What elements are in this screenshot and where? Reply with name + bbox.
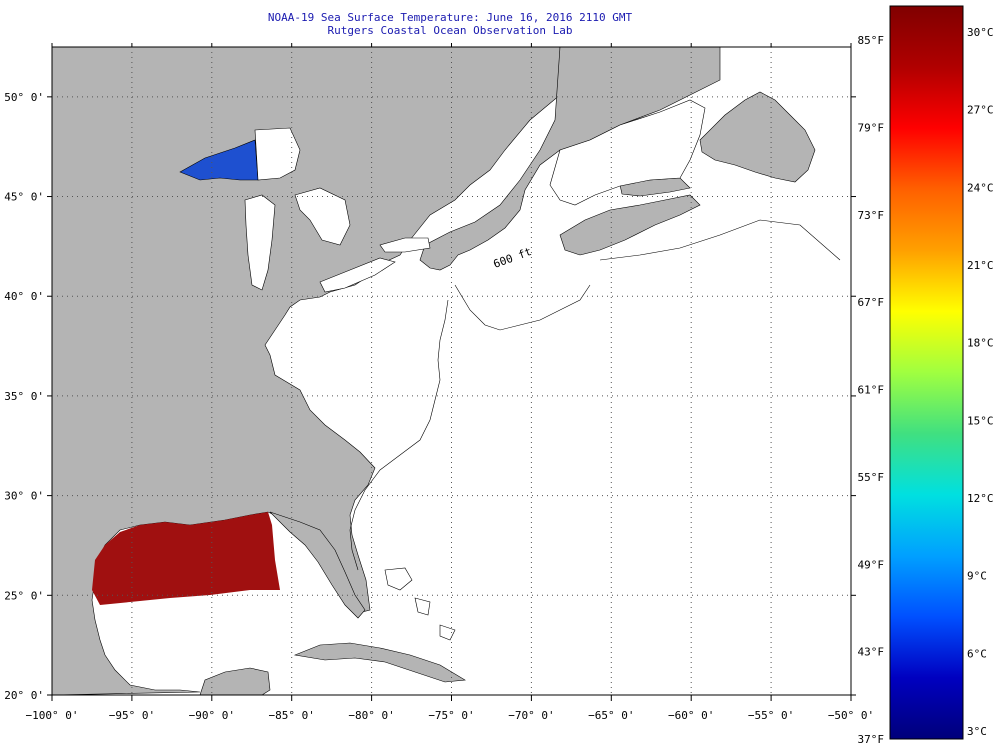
lat-tick-label: 30° 0' [4,490,44,503]
fahrenheit-label: 49°F [858,558,885,571]
land-nova-scotia [559,194,701,256]
lat-tick-label: 25° 0' [4,589,44,602]
land-yucatan [199,667,271,695]
lat-tick-label: 35° 0' [4,390,44,403]
celsius-label: 3°C [967,725,987,738]
lat-tick-label: 45° 0' [4,191,44,204]
lon-tick-label: −65° 0' [588,709,634,722]
lake-michigan [244,194,276,291]
lon-tick-label: −90° 0' [189,709,235,722]
celsius-label: 21°C [967,259,994,272]
celsius-label: 30°C [967,26,994,39]
lon-tick-label: −70° 0' [508,709,554,722]
graticule [52,47,851,695]
map-title: NOAA-19 Sea Surface Temperature: June 16… [267,11,633,24]
lake-superior-east [254,127,301,181]
land-newfoundland [699,91,816,183]
lon-tick-label: −85° 0' [269,709,315,722]
lon-tick-label: −55° 0' [748,709,794,722]
celsius-label: 27°C [967,104,994,117]
color-scale-bar [889,5,964,740]
fahrenheit-label: 85°F [858,34,885,47]
fahrenheit-label: 55°F [858,471,885,484]
land-cuba [293,642,466,683]
celsius-label: 24°C [967,181,994,194]
celsius-labels: 30°C 27°C 24°C 21°C 18°C 15°C 12°C 9°C 6°C 3°C [967,26,994,738]
lake-erie [319,257,396,293]
lat-tick-label: 20° 0' [4,689,44,702]
fahrenheit-label: 79°F [858,121,885,134]
land-maritimes [419,47,721,271]
shelf-contour [349,219,841,571]
fahrenheit-label: 43°F [858,646,885,659]
fahrenheit-labels: 85°F 79°F 73°F 67°F 61°F 55°F 49°F 43°F 37°F [858,34,885,746]
celsius-label: 15°C [967,414,994,427]
lon-tick-label: −60° 0' [668,709,714,722]
lon-tick-label: −50° 0' [828,709,874,722]
axis-ticks [47,43,856,701]
lat-tick-label: 40° 0' [4,290,44,303]
celsius-label: 18°C [967,337,994,350]
lon-tick-label: −95° 0' [109,709,155,722]
land-florida [269,511,366,619]
fahrenheit-label: 73°F [858,209,885,222]
map-subtitle: Rutgers Coastal Ocean Observation Lab [327,24,573,37]
gulf-st-lawrence [549,99,706,206]
lake-huron [294,187,351,246]
celsius-label: 6°C [967,647,987,660]
lon-tick-label: −100° 0' [26,709,79,722]
longitude-labels: −100° 0' −95° 0' −90° 0' −85° 0' −80° 0' −75°… [26,709,875,722]
lon-tick-label: −75° 0' [428,709,474,722]
fahrenheit-label: 61°F [858,384,885,397]
lon-tick-label: −80° 0' [348,709,394,722]
gulf-warm-sst [92,512,280,605]
lake-ontario [379,237,431,253]
fahrenheit-label: 67°F [858,296,885,309]
latitude-labels: 20° 0' 25° 0' 30° 0' 35° 0' 40° 0' 45° 0' 50° … [4,91,44,702]
celsius-label: 9°C [967,570,987,583]
fahrenheit-label: 37°F [858,733,885,746]
celsius-label: 12°C [967,492,994,505]
lat-tick-label: 50° 0' [4,91,44,104]
map-layers [52,47,841,695]
land-bahamas [384,567,456,641]
